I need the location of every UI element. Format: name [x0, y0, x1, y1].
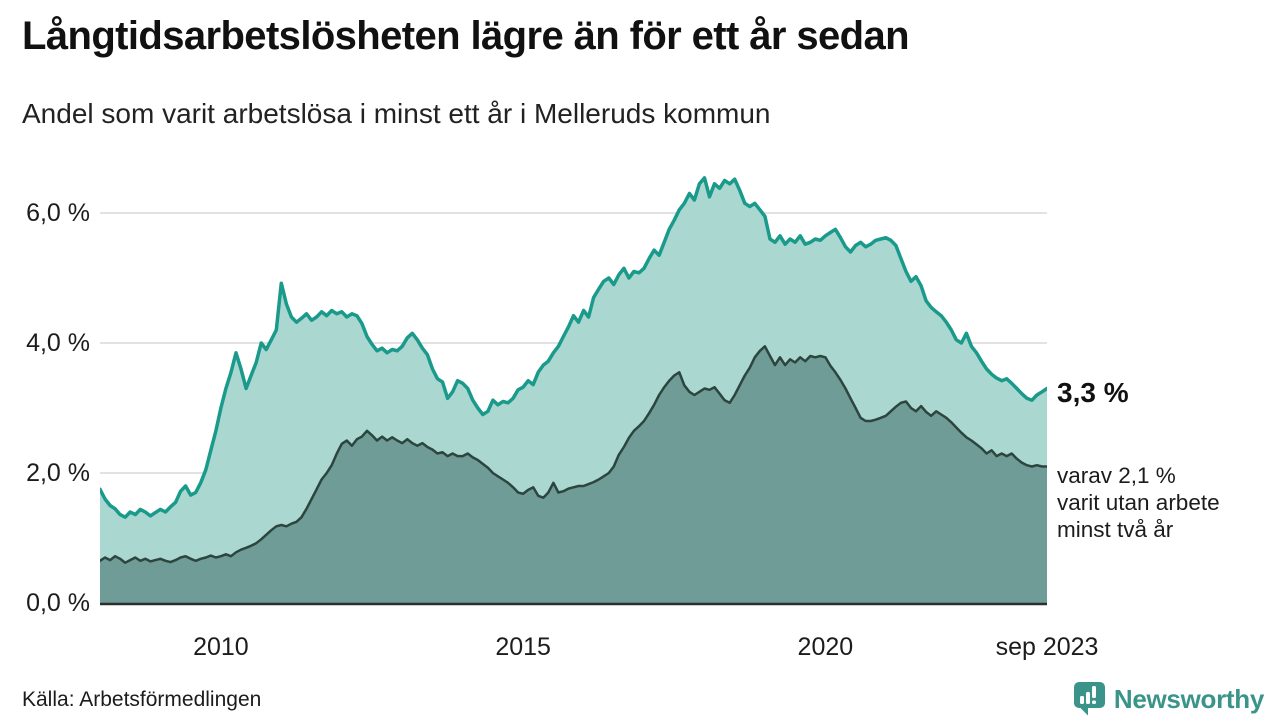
- unemployment-area-chart: [98, 176, 1049, 606]
- x-tick-label: 2020: [797, 633, 854, 661]
- y-tick-label: 2,0 %: [26, 459, 90, 487]
- newsworthy-logo-text: Newsworthy: [1113, 683, 1264, 714]
- end-value-label-detail: varav 2,1 % varit utan arbete minst två …: [1057, 462, 1220, 543]
- source-note: Källa: Arbetsförmedlingen: [22, 688, 262, 711]
- series-area-1: [100, 346, 1047, 603]
- x-tick-label: sep 2023: [995, 633, 1099, 661]
- detail-line-2: varit utan arbete: [1057, 490, 1220, 515]
- newsworthy-bubble-chart-icon: [1073, 682, 1105, 716]
- y-tick-label: 0,0 %: [26, 589, 90, 617]
- chart-title: Långtidsarbetslösheten lägre än för ett …: [22, 14, 910, 58]
- detail-line-1: varav 2,1 %: [1057, 463, 1176, 488]
- x-tick-label: 2010: [193, 633, 249, 661]
- y-tick-label: 4,0 %: [26, 329, 90, 357]
- series-line-0: [98, 176, 1049, 519]
- end-value-label-total: 3,3 %: [1057, 377, 1129, 408]
- y-tick-label: 6,0 %: [26, 199, 90, 227]
- chart-subtitle: Andel som varit arbetslösa i minst ett å…: [22, 98, 771, 129]
- newsworthy-logo: Newsworthy: [1073, 681, 1264, 717]
- detail-line-3: minst två år: [1057, 517, 1174, 542]
- x-tick-label: 2015: [495, 633, 551, 661]
- plot-area: [98, 165, 1049, 606]
- series-line-1: [98, 345, 1049, 564]
